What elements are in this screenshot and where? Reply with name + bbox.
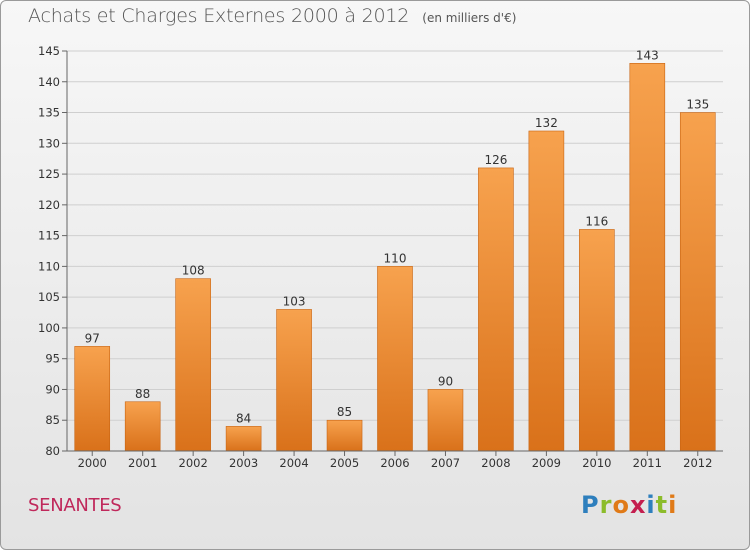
- y-tick-label: 105: [38, 290, 60, 304]
- x-tick-label: 2007: [431, 456, 460, 470]
- x-tick-label: 2010: [582, 456, 611, 470]
- bar-2003: [225, 426, 262, 452]
- x-tick-label: 2005: [330, 456, 359, 470]
- bar-2000: [74, 346, 111, 452]
- bar-2009: [528, 130, 565, 452]
- x-tick-label: 2001: [128, 456, 157, 470]
- x-tick-label: 2012: [683, 456, 712, 470]
- bar-2001: [124, 401, 161, 452]
- x-tick-label: 2011: [633, 456, 662, 470]
- y-tick-label: 115: [38, 229, 60, 243]
- value-label-2011: 143: [636, 48, 659, 62]
- value-label-2001: 88: [135, 387, 150, 401]
- proxiti-logo[interactable]: Proxiti: [581, 491, 677, 519]
- bar-2008: [478, 167, 514, 452]
- bar-2012: [679, 112, 716, 452]
- y-tick-label: 110: [38, 259, 60, 273]
- x-tick-label: 2000: [78, 456, 107, 470]
- logo-letter: i: [668, 491, 678, 519]
- value-label-2000: 97: [85, 331, 100, 345]
- value-label-2005: 85: [337, 405, 352, 419]
- x-tick-label: 2002: [179, 456, 208, 470]
- y-tick-label: 80: [45, 444, 60, 458]
- value-label-2012: 135: [686, 98, 709, 112]
- y-tick-label: 95: [45, 352, 60, 366]
- logo-letter: P: [581, 491, 600, 519]
- x-tick-label: 2009: [532, 456, 561, 470]
- x-tick-label: 2004: [279, 456, 308, 470]
- bar-2011: [629, 63, 666, 452]
- value-label-2007: 90: [438, 374, 453, 388]
- bar-2005: [326, 419, 363, 452]
- bar-2010: [579, 229, 615, 452]
- x-tick-label: 2006: [380, 456, 409, 470]
- value-label-2004: 103: [283, 294, 306, 308]
- y-tick-label: 85: [45, 413, 60, 427]
- bar-2002: [175, 278, 211, 452]
- bar-2007: [427, 389, 464, 452]
- logo-letter: i: [646, 491, 656, 519]
- value-label-2009: 132: [535, 116, 558, 130]
- chart-title: Achats et Charges Externes 2000 à 2012: [28, 5, 410, 27]
- y-tick-label: 140: [38, 75, 60, 89]
- value-label-2010: 116: [585, 214, 608, 228]
- bars: [74, 63, 716, 452]
- logo-letter: o: [612, 491, 630, 519]
- y-tick-label: 130: [38, 136, 60, 150]
- bar-2004: [276, 309, 312, 452]
- y-tick-label: 135: [38, 106, 60, 120]
- logo-letter: x: [629, 491, 647, 519]
- value-label-2006: 110: [384, 251, 407, 265]
- bar-2006: [377, 266, 413, 452]
- chart-subtitle: (en milliers d'€): [422, 11, 517, 25]
- y-tick-label: 145: [38, 44, 60, 58]
- value-label-2002: 108: [182, 264, 205, 278]
- value-label-2003: 84: [236, 411, 251, 425]
- x-axis-ticks: 2000 2001 2002 2003 2004 2005 2006 2007 2008 2009…: [78, 451, 712, 470]
- x-tick-label: 2003: [229, 456, 258, 470]
- y-tick-label: 120: [38, 198, 60, 212]
- value-labels: 97 88 108 84 103 85 110 90 126 132 116 143 135: [85, 48, 710, 425]
- y-tick-label: 90: [45, 382, 60, 396]
- y-tick-label: 125: [38, 167, 60, 181]
- commune-name: SENANTES: [28, 495, 122, 516]
- logo-letter: r: [599, 491, 613, 519]
- value-label-2008: 126: [484, 153, 507, 167]
- y-tick-label: 100: [38, 321, 60, 335]
- chart-title-block: Achats et Charges Externes 2000 à 2012 (…: [28, 5, 516, 27]
- logo-letter: t: [655, 491, 669, 519]
- y-axis-ticks: 80 85 90 95 100 105 110 115 120 125 130 135 140 145: [38, 44, 67, 458]
- x-tick-label: 2008: [481, 456, 510, 470]
